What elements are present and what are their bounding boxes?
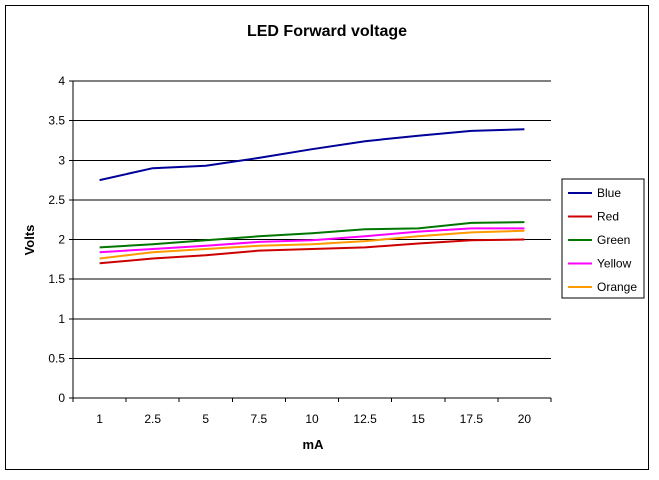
x-tick-label: 7.5 [251, 412, 268, 426]
x-tick-label: 17.5 [460, 412, 484, 426]
y-tick-label: 2.5 [48, 193, 65, 207]
series-line-red [99, 238, 525, 265]
legend-box [561, 178, 645, 299]
legend-label-red: Red [597, 210, 619, 224]
series-line-orange [99, 229, 525, 260]
legend-label-green: Green [597, 233, 630, 247]
legend-label-orange: Orange [597, 280, 637, 294]
x-axis-title: mA [303, 437, 325, 452]
y-tick-label: 2 [58, 233, 65, 247]
x-tick-label: 12.5 [353, 412, 377, 426]
chart-title: LED Forward voltage [247, 23, 407, 40]
series-line-blue [99, 128, 525, 182]
y-tick-label: 4 [58, 74, 65, 88]
series-line-yellow [99, 227, 525, 254]
y-tick-label: 3.5 [48, 114, 65, 128]
y-tick-label: 1.5 [48, 272, 65, 286]
x-tick-label: 2.5 [144, 412, 161, 426]
legend-label-blue: Blue [597, 186, 621, 200]
x-tick-label: 10 [305, 412, 319, 426]
x-tick-label: 5 [202, 412, 209, 426]
plot-area: 00.511.522.533.541 2.5 5 7.5 10 12.5 15 17.5 20 [48, 74, 552, 426]
y-tick-label: 3 [58, 153, 65, 167]
y-tick-label: 1 [58, 312, 65, 326]
legend-label-yellow: Yellow [597, 257, 632, 271]
y-axis-title: Volts [22, 225, 37, 256]
series-line-green [99, 221, 525, 249]
legend: Blue Red Green Yellow Orange [561, 178, 645, 299]
y-tick-label: 0.5 [48, 351, 65, 365]
y-tick-label: 0 [58, 391, 65, 405]
x-tick-label: 15 [412, 412, 426, 426]
x-tick-label: 1 [96, 412, 103, 426]
x-tick-label: 20 [518, 412, 532, 426]
